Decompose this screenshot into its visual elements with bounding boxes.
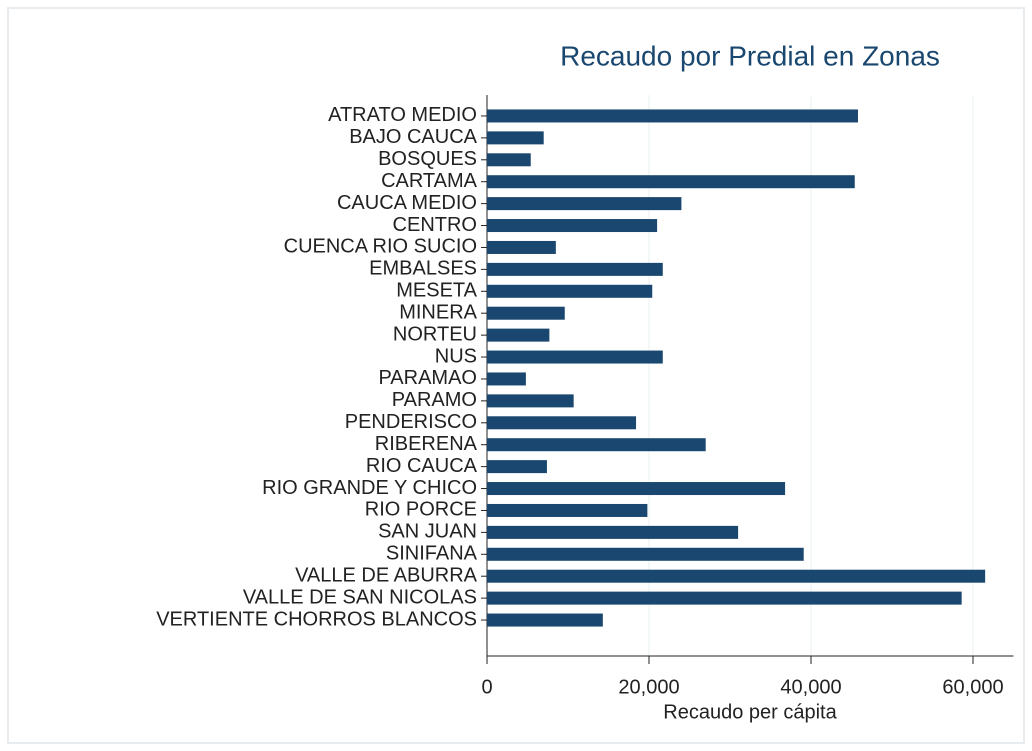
bar [487,131,544,145]
y-tick-label: VALLE DE SAN NICOLAS [243,586,477,608]
bar [487,175,855,189]
bar [487,569,986,583]
y-tick-label: RIO CAUCA [366,455,478,477]
bar [487,591,962,605]
bar [487,328,550,342]
x-tick-label: 40,000 [780,676,841,698]
y-tick-label: RIO GRANDE Y CHICO [262,477,477,499]
bar [487,153,531,167]
y-tick-label: PARAMO [392,389,477,411]
bar [487,394,574,408]
bar [487,262,663,276]
bar [487,306,565,320]
y-tick-label: SINIFANA [386,543,478,565]
y-tick-label: VERTIENTE CHORROS BLANCOS [156,608,477,630]
y-tick-label: CENTRO [393,214,477,236]
x-tick-label: 20,000 [618,676,679,698]
y-tick-label: BOSQUES [378,148,477,170]
y-tick-label: MINERA [399,301,477,323]
y-tick-label: VALLE DE ABURRA [295,564,478,586]
bar [487,503,648,517]
bar [487,350,663,364]
y-tick-label: CAUCA MEDIO [337,192,477,214]
x-axis-title: Recaudo per cápita [663,701,837,723]
bar [487,109,858,123]
y-tick-label: NORTEU [393,323,477,345]
y-tick-label: SAN JUAN [378,521,477,543]
bar [487,219,658,233]
y-tick-label: ATRATO MEDIO [328,104,477,126]
y-tick-label: BAJO CAUCA [349,126,477,148]
y-tick-label: PARAMAO [378,367,477,389]
y-tick-label: RIO PORCE [365,499,477,521]
bar [487,284,653,298]
y-tick-label: CUENCA RIO SUCIO [284,236,477,258]
bar [487,438,706,452]
x-tick-label: 60,000 [942,676,1003,698]
y-tick-label: PENDERISCO [345,411,477,433]
y-tick-label: NUS [435,345,477,367]
bar [487,197,682,211]
chart-title: Recaudo por Predial en Zonas [560,40,940,71]
bar [487,372,526,386]
bar [487,482,786,496]
bar [487,240,556,254]
bar [487,460,547,474]
bar [487,613,603,627]
bar [487,416,637,430]
y-tick-label: RIBERENA [375,433,478,455]
x-tick-label: 0 [481,676,492,698]
bar [487,547,804,561]
y-tick-label: MESETA [396,280,477,302]
y-tick-label: CARTAMA [381,170,478,192]
bar [487,525,739,539]
y-tick-label: EMBALSES [369,258,477,280]
